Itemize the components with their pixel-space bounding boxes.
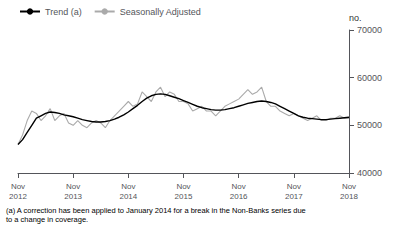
svg-text:Nov: Nov [66, 182, 80, 191]
svg-text:no.: no. [349, 13, 362, 23]
svg-text:2014: 2014 [119, 192, 137, 201]
svg-text:60000: 60000 [357, 73, 382, 83]
svg-text:Nov: Nov [121, 182, 135, 191]
svg-text:2012: 2012 [9, 192, 27, 201]
svg-text:Nov: Nov [176, 182, 190, 191]
svg-text:70000: 70000 [357, 25, 382, 35]
svg-text:50000: 50000 [357, 120, 382, 130]
svg-text:2013: 2013 [64, 192, 82, 201]
svg-text:Nov: Nov [287, 182, 301, 191]
svg-text:Nov: Nov [342, 182, 356, 191]
svg-text:Nov: Nov [11, 182, 25, 191]
svg-text:40000: 40000 [357, 168, 382, 178]
svg-text:(a) A correction has been appl: (a) A correction has been applied to Jan… [6, 206, 306, 215]
svg-text:2015: 2015 [175, 192, 193, 201]
svg-text:Seasonally Adjusted: Seasonally Adjusted [120, 7, 201, 17]
svg-text:2016: 2016 [230, 192, 248, 201]
svg-text:2018: 2018 [340, 192, 358, 201]
svg-text:to a change in coverage.: to a change in coverage. [6, 215, 88, 224]
svg-text:Trend (a): Trend (a) [45, 7, 82, 17]
svg-text:2017: 2017 [285, 192, 303, 201]
svg-text:Nov: Nov [232, 182, 246, 191]
